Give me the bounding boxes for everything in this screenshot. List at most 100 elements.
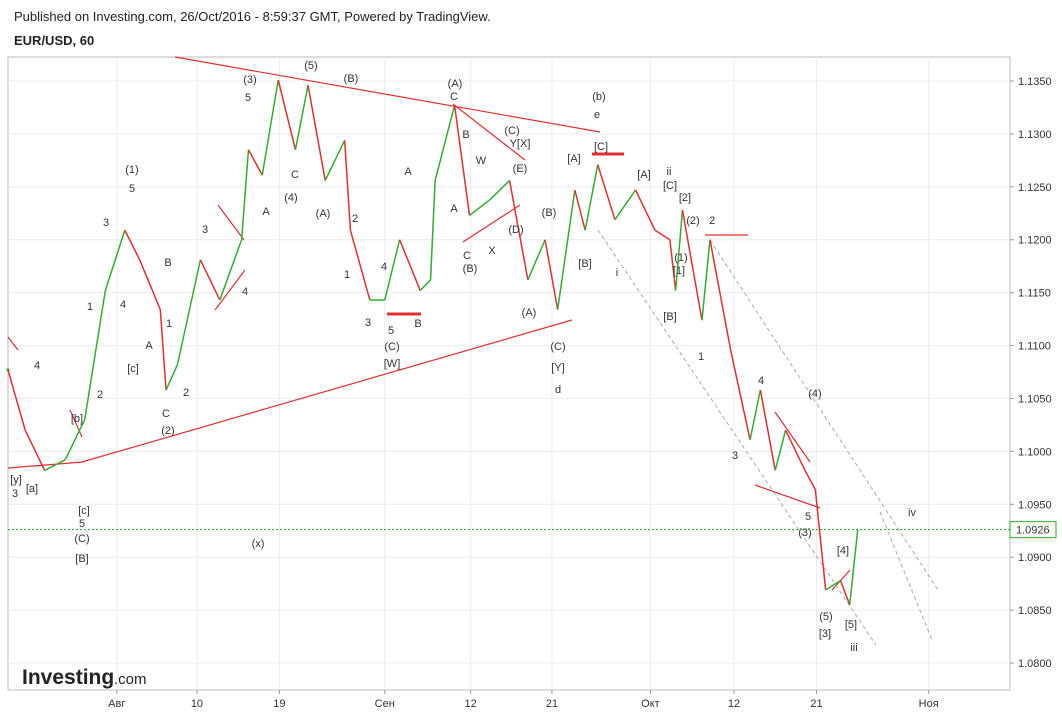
price-segment	[398, 239, 421, 291]
wave-label: 1	[698, 351, 704, 363]
y-tick-label: 1.0950	[1018, 499, 1052, 511]
last-price-label: 1.0926	[1016, 525, 1050, 537]
price-segment	[294, 85, 309, 150]
logo-suffix: .com	[114, 671, 147, 688]
wave-label: i	[616, 267, 618, 279]
wave-label: (A)	[522, 307, 537, 319]
trend-line	[217, 204, 245, 241]
price-segment	[574, 189, 586, 231]
channel-line	[879, 511, 933, 641]
trend-line	[774, 411, 811, 463]
trend-line	[462, 204, 521, 243]
wave-label: [B]	[578, 258, 591, 270]
price-segment	[384, 239, 401, 301]
wave-label: 3	[732, 450, 738, 462]
price-segment	[597, 164, 616, 220]
x-tick-label: 21	[546, 698, 558, 710]
plot-frame	[7, 56, 1011, 691]
price-segment	[165, 364, 179, 391]
wave-label: [4]	[837, 545, 849, 557]
price-segment	[199, 259, 221, 301]
y-tick-label: 1.1050	[1018, 393, 1052, 405]
logo: Investing .com	[22, 666, 147, 689]
price-segment	[453, 105, 471, 216]
y-tick-label: 1.0900	[1018, 552, 1052, 564]
price-segment	[584, 164, 599, 231]
wave-label: (1)	[125, 164, 138, 176]
logo-brand: Investing	[22, 666, 114, 689]
wave-label: (E)	[513, 163, 528, 175]
wave-label: [5]	[845, 619, 857, 631]
wave-label: 5	[129, 183, 135, 195]
y-tick-label: 1.1300	[1018, 129, 1052, 141]
price-segment	[634, 189, 656, 231]
wave-label: [A]	[567, 153, 580, 165]
wave-label: X	[488, 245, 496, 257]
wave-label: A	[145, 340, 153, 352]
wave-label: [b]	[71, 413, 83, 425]
wave-label: [a]	[26, 483, 38, 495]
wave-label: (1)	[674, 252, 687, 264]
wave-label: C	[291, 169, 299, 181]
price-segment	[759, 389, 776, 471]
wave-label: [Y]	[551, 362, 564, 374]
wave-label: [c]	[78, 505, 90, 517]
y-tick-label: 1.1350	[1018, 76, 1052, 88]
wave-label: 4	[120, 299, 126, 311]
wave-label: 5	[805, 511, 811, 523]
price-segment	[709, 239, 732, 350]
y-tick-label: 1.1150	[1018, 288, 1051, 300]
price-segment	[701, 239, 711, 321]
symbol-title: EUR/USD, 60	[14, 33, 94, 48]
y-tick-label: 1.1100	[1018, 341, 1051, 353]
price-segment	[261, 79, 279, 176]
wave-label: C	[450, 91, 458, 103]
wave-label: 4	[758, 375, 764, 387]
channel-lines	[597, 229, 939, 646]
price-segment	[7, 369, 26, 431]
last-price-box	[1009, 521, 1057, 539]
wave-label: [3]	[819, 628, 831, 640]
price-segment	[729, 349, 751, 440]
wave-label: iii	[850, 642, 857, 654]
wave-label: C	[463, 250, 471, 262]
price-segment	[419, 279, 432, 292]
price-segment	[24, 429, 46, 471]
price-segment	[219, 239, 243, 301]
wave-label: (A)	[316, 208, 331, 220]
wave-label: B	[164, 257, 171, 269]
wave-label: 4	[381, 261, 387, 273]
price-segment	[804, 470, 816, 490]
wave-labels: 43 [a][y][b][c]5(C)[B]21345(1)[c]AB1C(2)2…	[10, 60, 916, 654]
wave-label: B	[462, 129, 469, 141]
trend-line	[214, 269, 246, 311]
wave-label: (B)	[542, 207, 557, 219]
wave-label: iv	[908, 507, 916, 519]
price-segment	[527, 239, 546, 281]
price-segment	[104, 229, 126, 291]
wave-label: [c]	[127, 363, 139, 375]
wave-label: (A)	[448, 78, 463, 90]
wave-label: 3	[103, 217, 109, 229]
x-tick-label: Ноя	[919, 698, 939, 710]
wave-label: (C)	[550, 341, 565, 353]
price-segment	[44, 459, 66, 472]
trend-line	[7, 336, 19, 351]
wave-label: (4)	[284, 192, 297, 204]
x-tick-label: Окт	[641, 698, 660, 710]
wave-label: (b)	[592, 91, 605, 103]
trend-line	[81, 319, 573, 463]
wave-label: [y]	[10, 474, 22, 486]
price-segment	[489, 179, 511, 201]
wave-label: 1	[166, 318, 172, 330]
price-segment	[614, 189, 637, 221]
price-segment	[307, 85, 326, 181]
price-segment	[544, 239, 559, 310]
wave-label: [A]	[637, 169, 650, 181]
x-tick-label: Авг	[108, 698, 125, 710]
trend-line	[69, 409, 83, 438]
wave-label: Y[X]	[510, 138, 531, 150]
wave-label: A	[262, 206, 270, 218]
price-segment	[774, 430, 787, 471]
